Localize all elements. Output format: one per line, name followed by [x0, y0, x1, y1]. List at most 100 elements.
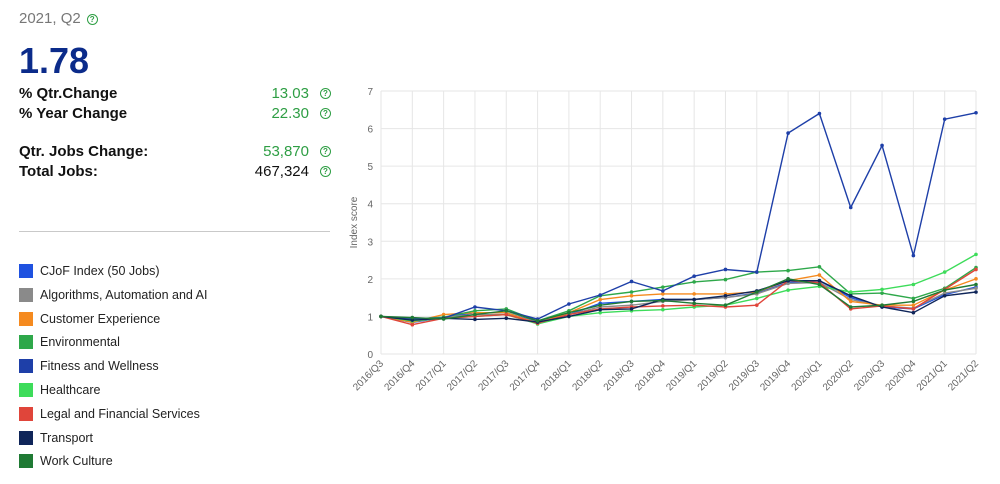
data-point — [974, 110, 978, 115]
series-line — [380, 112, 977, 320]
x-tick-label: 2017/Q1 — [414, 358, 449, 393]
data-point — [629, 290, 634, 294]
y-tick-label: 2 — [367, 275, 373, 286]
metric-label: % Qtr.Change — [19, 85, 118, 102]
data-point — [441, 312, 446, 317]
legend-label: Customer Experience — [40, 311, 161, 326]
legend-swatch — [19, 311, 33, 326]
data-point — [692, 292, 696, 296]
data-point — [410, 315, 415, 320]
y-tick-label: 1 — [367, 312, 373, 323]
data-point — [880, 143, 884, 148]
question-circle-icon[interactable]: ? — [320, 108, 331, 119]
metric-label: % Year Change — [19, 105, 128, 122]
data-point — [974, 252, 978, 257]
question-circle-icon[interactable]: ? — [320, 166, 331, 177]
data-point — [504, 316, 509, 321]
data-point — [817, 282, 822, 287]
data-point — [786, 277, 790, 281]
y-tick-label: 6 — [367, 125, 373, 136]
x-tick-label: 2019/Q3 — [727, 358, 762, 393]
x-tick-label: 2019/Q2 — [696, 358, 731, 393]
data-point — [379, 314, 383, 319]
data-point — [598, 297, 603, 302]
data-point — [535, 319, 540, 323]
data-point — [880, 287, 884, 292]
legend-swatch — [19, 335, 33, 350]
metric-qtr-change: % Qtr.Change 13.03 ? — [19, 85, 331, 102]
data-point — [817, 111, 822, 116]
x-tick-label: 2018/Q2 — [570, 358, 605, 393]
data-point — [598, 303, 603, 307]
x-tick-label: 2017/Q2 — [445, 358, 480, 393]
data-point — [848, 290, 853, 294]
x-tick-label: 2019/Q1 — [664, 358, 699, 393]
y-tick-label: 4 — [367, 200, 373, 211]
metric-jobs-change: Qtr. Jobs Change: 53,870 ? — [19, 143, 331, 160]
data-point — [598, 310, 603, 315]
data-point — [754, 296, 759, 301]
legend-label: Transport — [40, 430, 94, 445]
data-point — [473, 312, 477, 317]
data-point — [692, 274, 696, 279]
data-point — [629, 279, 634, 284]
data-point — [473, 308, 477, 313]
period-label: 2021, Q2? — [19, 10, 98, 27]
x-tick-label: 2016/Q4 — [383, 358, 418, 393]
x-tick-label: 2020/Q3 — [852, 358, 887, 393]
data-point — [942, 291, 947, 295]
legend-swatch — [19, 406, 33, 421]
data-point — [942, 288, 947, 292]
data-point — [441, 317, 446, 321]
data-point — [911, 253, 916, 258]
data-point — [410, 318, 415, 322]
data-point — [911, 307, 916, 311]
data-point — [942, 270, 947, 274]
metric-value: 22.30 — [271, 105, 309, 122]
data-point — [974, 290, 978, 294]
data-point — [410, 322, 415, 327]
data-point — [723, 293, 728, 298]
data-point — [942, 117, 947, 121]
y-axis-label: Index score — [349, 196, 360, 248]
x-tick-label: 2017/Q3 — [476, 358, 511, 393]
x-tick-label: 2020/Q1 — [790, 358, 825, 393]
data-point — [723, 303, 728, 307]
data-point — [754, 270, 759, 274]
question-circle-icon[interactable]: ? — [86, 13, 98, 25]
data-point — [911, 282, 916, 287]
data-point — [504, 308, 509, 313]
data-point — [786, 268, 790, 273]
y-tick-label: 7 — [367, 87, 373, 98]
data-point — [911, 299, 916, 304]
divider — [19, 231, 330, 232]
series-line — [380, 268, 977, 326]
data-point — [504, 312, 509, 317]
data-point — [942, 293, 947, 298]
legend-label: Work Culture — [40, 454, 113, 469]
data-point — [473, 317, 477, 322]
legend-label: CJoF Index (50 Jobs) — [40, 264, 160, 278]
data-point — [848, 299, 853, 304]
data-point — [661, 298, 665, 303]
metric-value: 13.03 — [271, 85, 309, 102]
metric-year-change: % Year Change 22.30 ? — [19, 105, 331, 122]
data-point — [848, 305, 853, 309]
x-tick-label: 2018/Q4 — [633, 358, 668, 393]
x-tick-label: 2021/Q1 — [915, 358, 950, 393]
data-point — [692, 280, 696, 284]
data-point — [754, 290, 759, 294]
question-circle-icon[interactable]: ? — [320, 88, 331, 99]
data-point — [567, 310, 571, 315]
x-tick-label: 2019/Q4 — [758, 358, 793, 393]
legend-swatch — [19, 264, 33, 278]
data-point — [598, 293, 603, 297]
question-circle-icon[interactable]: ? — [320, 146, 331, 157]
data-point — [911, 303, 916, 307]
x-tick-label: 2020/Q2 — [821, 358, 856, 393]
data-point — [473, 305, 477, 309]
data-point — [848, 293, 853, 298]
legend-label: Fitness and Wellness — [40, 359, 159, 374]
data-point — [817, 278, 822, 283]
